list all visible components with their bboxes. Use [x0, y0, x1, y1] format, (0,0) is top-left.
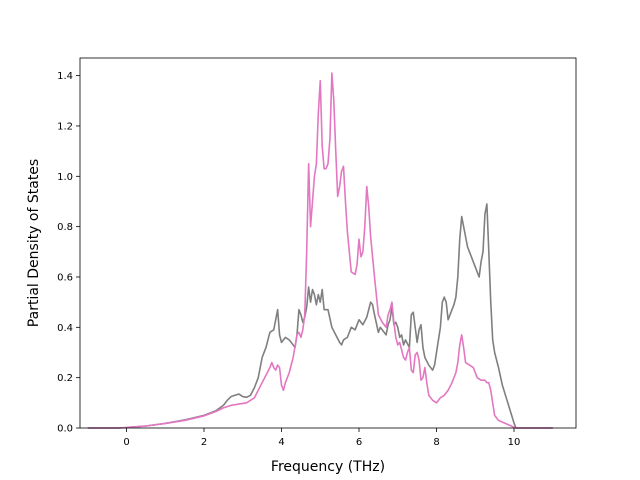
- x-tick-label: 8: [433, 437, 439, 448]
- x-tick-label: 10: [508, 437, 521, 448]
- y-tick-label: 0.6: [57, 272, 73, 283]
- y-tick-label: 0.2: [57, 373, 73, 384]
- x-tick-label: 4: [278, 437, 284, 448]
- x-axis-label: Frequency (THz): [271, 459, 385, 475]
- y-tick-label: 0.8: [57, 222, 73, 233]
- y-axis-ticks: 0.0 0.2 0.4 0.6 0.8 1.0 1.2 1.4: [57, 71, 80, 435]
- plot-lines: [87, 72, 553, 429]
- y-axis-label: Partial Density of States: [26, 159, 42, 327]
- x-tick-label: 2: [201, 437, 207, 448]
- x-tick-label: 0: [123, 437, 129, 448]
- plot-frame: [79, 57, 577, 429]
- series-line-1: [87, 72, 553, 429]
- series-line-0: [87, 203, 553, 429]
- y-tick-label: 0.0: [57, 424, 73, 435]
- y-tick-label: 1.4: [57, 71, 73, 82]
- x-tick-label: 6: [356, 437, 362, 448]
- y-tick-label: 1.2: [57, 121, 73, 132]
- y-tick-label: 1.0: [57, 172, 73, 183]
- y-tick-label: 0.4: [57, 323, 73, 334]
- x-axis-ticks: 0 2 4 6 8 10: [123, 428, 520, 448]
